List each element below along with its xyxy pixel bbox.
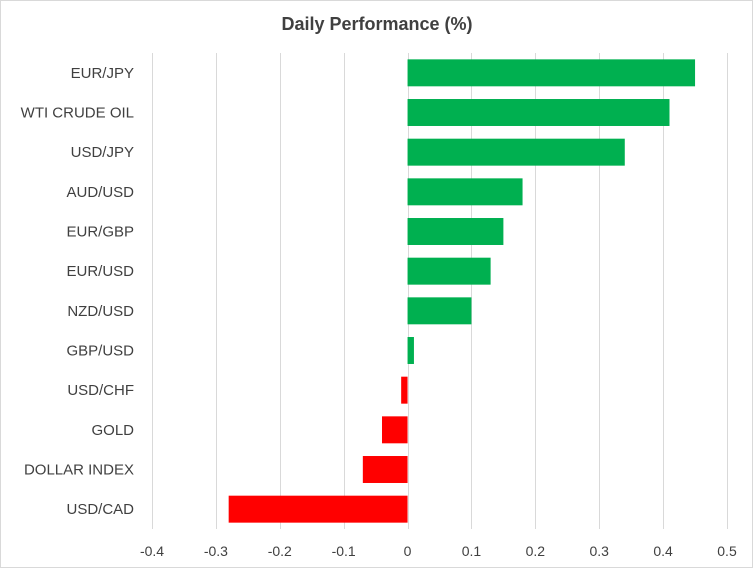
chart-title: Daily Performance (%): [281, 14, 472, 34]
category-label: EUR/USD: [66, 263, 134, 280]
x-tick-label: -0.1: [332, 543, 356, 559]
category-label: USD/CAD: [66, 501, 134, 518]
bar-usd-chf: [401, 376, 408, 404]
bar-wti-crude-oil: [407, 99, 670, 126]
category-label: AUD/USD: [66, 184, 134, 201]
category-label: NZD/USD: [67, 303, 134, 320]
bar-aud-usd: [407, 178, 523, 206]
category-label: EUR/JPY: [71, 65, 134, 82]
bar-dollar-index: [362, 456, 408, 483]
category-label: DOLLAR INDEX: [24, 462, 134, 479]
x-tick-label: 0.2: [526, 543, 546, 559]
x-axis-tick-labels: -0.4 -0.3 -0.2 -0.1 0 0.1 0.2 0.3 0.4 0.5: [140, 543, 737, 559]
x-tick-label: 0: [404, 543, 412, 559]
category-label: GOLD: [91, 422, 134, 439]
x-tick-label: 0.4: [653, 543, 673, 559]
gridlines: [152, 53, 728, 529]
bar-nzd-usd: [407, 297, 472, 325]
category-label: EUR/GBP: [66, 224, 134, 241]
bar-usd-cad: [228, 495, 408, 523]
bar-gold: [382, 416, 408, 444]
x-tick-label: 0.3: [589, 543, 609, 559]
x-tick-label: 0.1: [462, 543, 482, 559]
category-labels: EUR/JPY WTI CRUDE OIL USD/JPY AUD/USD EUR/GB…: [21, 65, 135, 518]
x-tick-label: -0.3: [204, 543, 228, 559]
bar-gbp-usd: [407, 337, 414, 364]
category-label: GBP/USD: [66, 343, 134, 360]
category-label: WTI CRUDE OIL: [21, 105, 134, 122]
x-tick-label: -0.2: [268, 543, 292, 559]
category-label: USD/JPY: [71, 144, 134, 161]
bar-eur-gbp: [407, 218, 504, 245]
x-tick-label: -0.4: [140, 543, 164, 559]
bar-eur-usd: [407, 257, 491, 285]
x-tick-label: 0.5: [717, 543, 737, 559]
bar-eur-jpy: [407, 59, 696, 87]
category-label: USD/CHF: [67, 382, 134, 399]
bar-usd-jpy: [407, 138, 625, 166]
bars: [228, 59, 696, 523]
